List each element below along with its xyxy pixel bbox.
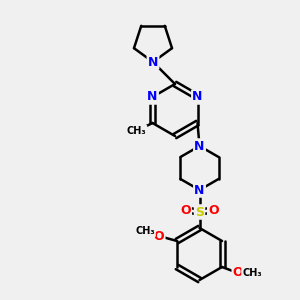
Text: N: N [194,184,205,196]
Text: S: S [195,206,204,218]
Text: N: N [148,56,158,68]
Text: CH₃: CH₃ [127,126,146,136]
Text: O: O [208,203,219,217]
Text: CH₃: CH₃ [242,268,262,278]
Text: O: O [180,203,191,217]
Text: O: O [154,230,164,242]
Text: O: O [233,266,243,280]
Text: CH₃: CH₃ [135,226,155,236]
Text: N: N [192,91,203,103]
Text: N: N [147,91,158,103]
Text: N: N [194,140,205,152]
